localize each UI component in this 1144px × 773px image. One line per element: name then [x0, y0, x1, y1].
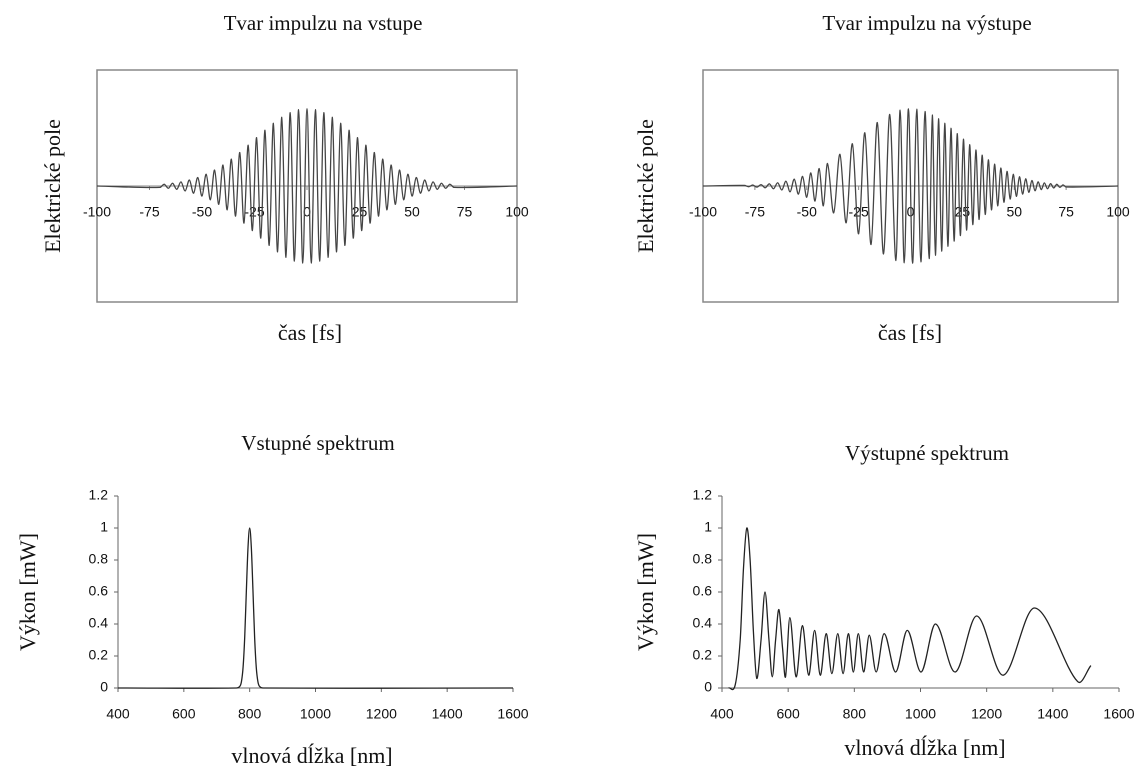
data-line [117, 527, 514, 689]
x-tick-label: 75 [1058, 204, 1074, 220]
x-tick-label: 1400 [432, 706, 463, 722]
data-line [702, 108, 1119, 264]
x-tick-label: 1200 [366, 706, 397, 722]
x-tick-label: 75 [457, 204, 473, 220]
x-tick-label: 50 [1006, 204, 1022, 220]
y-tick-label: 0.8 [693, 551, 713, 567]
y-axis-label: Výkon [mW] [633, 533, 658, 651]
x-tick-label: 1600 [1103, 706, 1134, 722]
chart-title: Vstupné spektrum [241, 431, 394, 455]
x-tick-label: 600 [172, 706, 196, 722]
y-tick-label: 0 [704, 679, 712, 695]
x-tick-label: 1000 [905, 706, 936, 722]
y-tick-label: 0.6 [693, 583, 713, 599]
x-tick-label: 25 [955, 204, 971, 220]
x-tick-label: 1600 [497, 706, 528, 722]
x-tick-label: 800 [843, 706, 867, 722]
x-tick-label: 800 [238, 706, 262, 722]
x-tick-label: -100 [83, 204, 111, 220]
y-axis-label: Elektrické pole [40, 119, 65, 253]
x-tick-label: 100 [505, 204, 529, 220]
x-tick-label: 400 [106, 706, 130, 722]
x-tick-label: 100 [1106, 204, 1130, 220]
x-axis-label: čas [fs] [878, 320, 942, 345]
x-tick-label: -75 [139, 204, 159, 220]
x-tick-label: -50 [797, 204, 817, 220]
y-tick-label: 0.2 [89, 647, 109, 663]
y-tick-label: 0.8 [89, 551, 109, 567]
y-axis-label: Výkon [mW] [15, 533, 40, 651]
x-tick-label: 0 [303, 204, 311, 220]
x-tick-label: 1200 [971, 706, 1002, 722]
chart-title: Výstupné spektrum [845, 441, 1009, 465]
x-axis-label: čas [fs] [278, 320, 342, 345]
x-tick-label: -75 [745, 204, 765, 220]
y-tick-label: 1 [704, 519, 712, 535]
y-tick-label: 0.4 [693, 615, 713, 631]
y-tick-label: 1.2 [89, 487, 109, 503]
y-tick-label: 0 [100, 679, 108, 695]
data-line [728, 527, 1092, 691]
chart-title: Tvar impulzu na vstupe [224, 11, 423, 35]
x-tick-label: 50 [404, 204, 420, 220]
y-tick-label: 0.4 [89, 615, 109, 631]
x-tick-label: -100 [689, 204, 717, 220]
x-axis-label: vlnová dĺžka [nm] [231, 743, 392, 768]
x-tick-label: 1000 [300, 706, 331, 722]
y-tick-label: 1 [100, 519, 108, 535]
y-tick-label: 0.6 [89, 583, 109, 599]
x-axis-label: vlnová dĺžka [nm] [844, 735, 1005, 760]
x-tick-label: -25 [849, 204, 869, 220]
x-tick-label: -50 [192, 204, 212, 220]
x-tick-label: 400 [710, 706, 734, 722]
y-tick-label: 1.2 [693, 487, 713, 503]
chart-title: Tvar impulzu na výstupe [822, 11, 1031, 35]
x-tick-label: 1400 [1037, 706, 1068, 722]
y-tick-label: 0.2 [693, 647, 713, 663]
y-axis-label: Elektrické pole [633, 119, 658, 253]
data-line [96, 108, 518, 264]
x-tick-label: 600 [776, 706, 800, 722]
